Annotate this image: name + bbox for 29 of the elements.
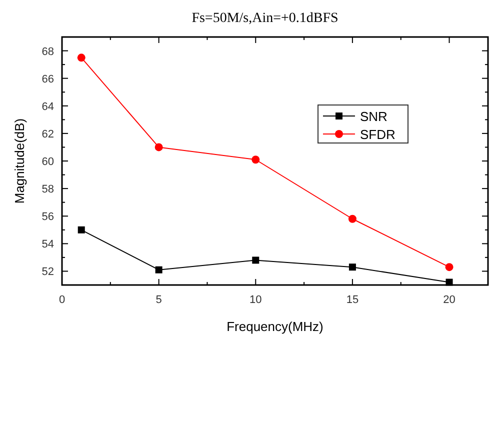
point — [252, 156, 260, 164]
y-tick-label: 62 — [42, 128, 54, 140]
x-tick-label: 20 — [443, 294, 456, 306]
point — [77, 54, 86, 62]
y-tick-label: 60 — [42, 156, 54, 168]
legend-label: SNR — [360, 109, 388, 124]
x-tick-label: 0 — [58, 294, 66, 306]
y-tick-label: 68 — [42, 46, 54, 58]
legend-label: SFDR — [360, 127, 396, 142]
chart-title: Fs=50M/s,Ain=+0.1dBFS — [192, 11, 338, 26]
point — [154, 143, 163, 152]
y-tick-label: 52 — [42, 266, 54, 278]
x-tick-label: 15 — [346, 294, 359, 306]
y-tick-label: 54 — [42, 238, 54, 251]
y-tick-label: 58 — [42, 184, 54, 196]
x-axis-title: Frequency(MHz) — [226, 319, 324, 334]
point — [446, 278, 453, 286]
x-tick-label: 10 — [250, 294, 262, 306]
y-tick-label: 64 — [42, 100, 54, 113]
point — [445, 263, 454, 272]
point — [348, 214, 356, 223]
y-tick-label: 66 — [42, 73, 54, 86]
x-tick-label: 5 — [156, 294, 162, 306]
point — [348, 264, 356, 271]
y-axis-title: Magnitude(dB) — [12, 118, 27, 204]
point — [252, 256, 260, 264]
point — [155, 266, 162, 274]
point — [78, 226, 85, 234]
y-tick-label: 56 — [42, 211, 54, 224]
